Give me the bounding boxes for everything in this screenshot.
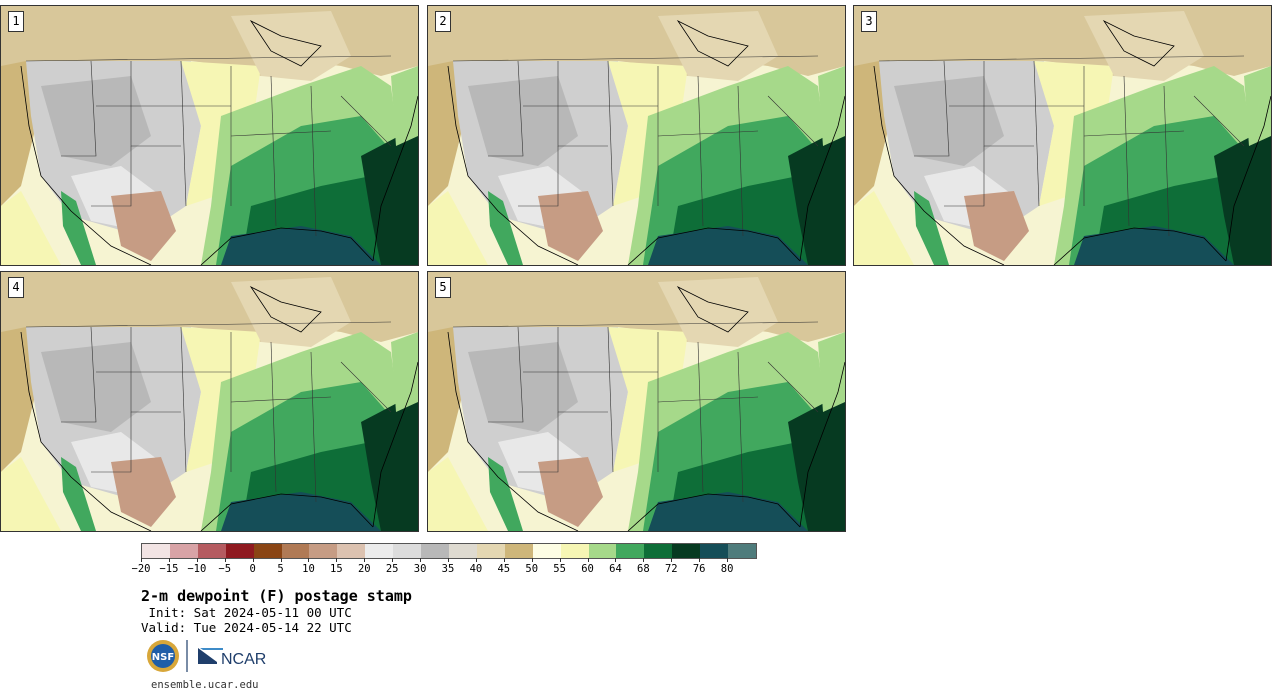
map-panel-1: 1 — [0, 5, 419, 266]
colorbar-tick — [559, 558, 561, 562]
colorbar-label: 80 — [720, 563, 734, 575]
colorbar-tick — [252, 558, 254, 562]
colorbar-label: −10 — [187, 563, 207, 575]
dewpoint-map-5 — [428, 272, 845, 531]
colorbar-swatch — [393, 544, 422, 558]
colorbar-label: 30 — [413, 563, 427, 575]
colorbar-tick — [475, 558, 477, 562]
colorbar-label: 60 — [581, 563, 594, 575]
panel-number: 1 — [8, 11, 24, 32]
colorbar-tick — [727, 558, 729, 562]
colorbar-label: 25 — [385, 563, 399, 575]
colorbar-label: 64 — [609, 563, 622, 575]
colorbar-swatch — [560, 544, 589, 558]
nsf-logo-text: NSF — [152, 652, 174, 663]
website-url: ensemble.ucar.edu — [151, 679, 259, 691]
colorbar-tick — [643, 558, 645, 562]
dewpoint-map-1 — [1, 6, 418, 265]
colorbar-labels: −20 −15 −10 −5 0 5 10 15 20 25 30 35 40 45 50 55 60 64 68 7… — [132, 563, 757, 577]
colorbar-swatch — [253, 544, 282, 558]
colorbar-swatch — [532, 544, 561, 558]
colorbar-swatch — [142, 544, 170, 558]
valid-time: Valid: Tue 2024-05-14 22 UTC — [141, 620, 352, 635]
colorbar-swatch — [728, 544, 756, 558]
colorbar-tick — [420, 558, 422, 562]
colorbar-label: 0 — [249, 563, 256, 575]
colorbar-label: 72 — [664, 563, 678, 575]
colorbar-label: 68 — [637, 563, 650, 575]
colorbar-swatch — [672, 544, 701, 558]
colorbar-label: 5 — [277, 563, 284, 575]
dewpoint-map-2 — [428, 6, 845, 265]
colorbar-swatch — [504, 544, 533, 558]
colorbar-label: −20 — [131, 563, 151, 575]
colorbar-swatch — [588, 544, 617, 558]
colorbar-tick — [141, 558, 142, 562]
colorbar-label: 35 — [441, 563, 455, 575]
colorbar-tick — [448, 558, 449, 562]
colorbar-tick — [336, 558, 338, 562]
colorbar-label: 15 — [330, 563, 343, 575]
ncar-logo: NCAR — [198, 648, 266, 668]
map-panel-5: 5 — [427, 271, 846, 532]
colorbar-swatch — [644, 544, 673, 558]
colorbar-tick — [168, 558, 170, 562]
panel-number: 3 — [861, 11, 877, 32]
colorbar-label: 50 — [525, 563, 539, 575]
colorbar-swatch — [365, 544, 394, 558]
colorbar-tick — [615, 558, 617, 562]
map-panel-3: 3 — [853, 5, 1272, 266]
logos: NSF NCAR — [145, 638, 275, 674]
colorbar-tick — [699, 558, 701, 562]
ncar-logo-text: NCAR — [221, 651, 266, 668]
colorbar-tick — [587, 558, 589, 562]
panel-number: 5 — [435, 277, 451, 298]
nsf-logo: NSF — [147, 640, 179, 672]
colorbar-label: 10 — [302, 563, 315, 575]
colorbar-label: 45 — [497, 563, 511, 575]
panel-number: 4 — [8, 277, 24, 298]
colorbar-swatch — [448, 544, 477, 558]
colorbar-swatch — [337, 544, 366, 558]
colorbar-swatch — [225, 544, 254, 558]
map-panel-2: 2 — [427, 5, 846, 266]
colorbar-label: −15 — [159, 563, 179, 575]
colorbar-swatch — [476, 544, 505, 558]
colorbar-label: 76 — [692, 563, 706, 575]
colorbar-tick — [671, 558, 673, 562]
colorbar-swatch — [281, 544, 310, 558]
colorbar-label: 20 — [357, 563, 371, 575]
colorbar-swatch — [169, 544, 198, 558]
colorbar — [141, 543, 757, 559]
colorbar-swatch — [309, 544, 338, 558]
colorbar-label: 55 — [553, 563, 566, 575]
colorbar-tick — [531, 558, 533, 562]
panel-number: 2 — [435, 11, 451, 32]
colorbar-tick — [392, 558, 394, 562]
colorbar-label: −5 — [218, 563, 232, 575]
dewpoint-map-3 — [854, 6, 1271, 265]
map-panel-4: 4 — [0, 271, 419, 532]
colorbar-tick — [503, 558, 505, 562]
dewpoint-map-4 — [1, 272, 418, 531]
colorbar-tick — [196, 558, 198, 562]
colorbar-label: 40 — [469, 563, 483, 575]
colorbar-tick — [308, 558, 310, 562]
colorbar-swatch — [616, 544, 645, 558]
init-time: Init: Sat 2024-05-11 00 UTC — [141, 605, 352, 620]
colorbar-tick — [364, 558, 366, 562]
colorbar-tick — [280, 558, 282, 562]
colorbar-swatch — [197, 544, 226, 558]
colorbar-tick — [224, 558, 226, 562]
figure-title: 2-m dewpoint (F) postage stamp — [141, 587, 412, 605]
colorbar-swatch — [700, 544, 729, 558]
colorbar-swatch — [421, 544, 449, 558]
